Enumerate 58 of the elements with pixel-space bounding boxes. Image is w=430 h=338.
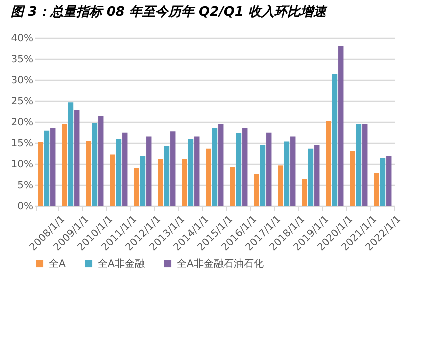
bar bbox=[266, 132, 272, 206]
bar bbox=[386, 156, 392, 206]
bar bbox=[164, 146, 170, 206]
y-tick-label: 20% bbox=[11, 118, 34, 128]
bar bbox=[182, 159, 188, 206]
bar bbox=[116, 139, 122, 206]
bar bbox=[236, 133, 242, 206]
bar bbox=[92, 123, 98, 206]
bar bbox=[86, 141, 92, 206]
bar bbox=[326, 121, 332, 206]
bar bbox=[44, 130, 50, 206]
bar bbox=[206, 148, 212, 206]
bar bbox=[302, 179, 308, 206]
legend-label: 全A非金融石油石化 bbox=[177, 258, 264, 270]
bar bbox=[170, 132, 176, 206]
bar bbox=[230, 167, 236, 206]
bar bbox=[380, 158, 386, 206]
bar bbox=[290, 136, 296, 206]
bar bbox=[242, 128, 248, 206]
bar bbox=[68, 102, 74, 206]
bar bbox=[110, 154, 116, 206]
bar bbox=[314, 146, 320, 206]
bar bbox=[332, 74, 338, 206]
bar bbox=[50, 128, 56, 206]
bar bbox=[98, 116, 104, 206]
bar bbox=[146, 136, 152, 206]
bar bbox=[158, 159, 164, 206]
bar bbox=[308, 148, 314, 206]
y-tick-label: 15% bbox=[11, 138, 34, 150]
bar bbox=[362, 124, 368, 206]
bar bbox=[194, 136, 200, 206]
chart-title: 图 3：总量指标 08 年至今历年 Q2/Q1 收入环比增速 bbox=[10, 4, 328, 20]
y-tick-label: 35% bbox=[11, 54, 34, 66]
y-tick-label: 0% bbox=[18, 202, 34, 212]
bar bbox=[140, 156, 146, 206]
y-tick-label: 10% bbox=[11, 160, 34, 170]
y-tick-label: 30% bbox=[11, 76, 34, 86]
bar bbox=[218, 124, 224, 206]
bar bbox=[254, 174, 260, 206]
bar bbox=[374, 173, 380, 206]
bar bbox=[284, 142, 290, 206]
bar bbox=[74, 110, 80, 206]
bar bbox=[350, 151, 356, 206]
bar bbox=[62, 124, 68, 206]
bar bbox=[212, 128, 218, 206]
bar bbox=[260, 146, 266, 206]
y-tick-label: 25% bbox=[11, 96, 34, 108]
bar bbox=[134, 168, 140, 206]
y-tick-label: 40% bbox=[11, 34, 34, 44]
bar bbox=[38, 142, 44, 206]
bar bbox=[188, 139, 194, 206]
bar bbox=[122, 132, 128, 206]
y-tick-label: 5% bbox=[18, 180, 34, 192]
bar bbox=[278, 166, 284, 206]
bar bbox=[356, 124, 362, 206]
bar bbox=[338, 46, 344, 206]
legend-label: 全A非金融 bbox=[98, 258, 145, 270]
legend-label: 全A bbox=[49, 258, 66, 270]
